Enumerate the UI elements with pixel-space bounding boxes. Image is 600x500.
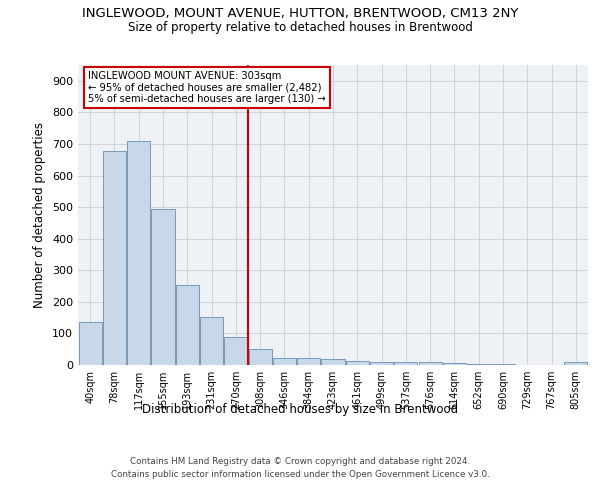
Bar xyxy=(200,316,223,365)
Text: Contains HM Land Registry data © Crown copyright and database right 2024.
Contai: Contains HM Land Registry data © Crown c… xyxy=(110,458,490,479)
Bar xyxy=(224,337,247,365)
Bar xyxy=(248,349,272,365)
Text: INGLEWOOD MOUNT AVENUE: 303sqm
← 95% of detached houses are smaller (2,482)
5% o: INGLEWOOD MOUNT AVENUE: 303sqm ← 95% of … xyxy=(88,71,326,104)
Bar xyxy=(565,362,587,365)
Bar xyxy=(273,358,296,365)
Bar xyxy=(419,362,442,365)
Bar xyxy=(103,151,126,365)
Text: Distribution of detached houses by size in Brentwood: Distribution of detached houses by size … xyxy=(142,402,458,415)
Bar xyxy=(176,285,199,365)
Bar xyxy=(151,210,175,365)
Bar xyxy=(297,358,320,365)
Bar xyxy=(491,364,515,365)
Bar xyxy=(443,364,466,365)
Text: Size of property relative to detached houses in Brentwood: Size of property relative to detached ho… xyxy=(128,21,472,34)
Bar xyxy=(127,141,150,365)
Bar xyxy=(322,360,344,365)
Text: INGLEWOOD, MOUNT AVENUE, HUTTON, BRENTWOOD, CM13 2NY: INGLEWOOD, MOUNT AVENUE, HUTTON, BRENTWO… xyxy=(82,8,518,20)
Bar xyxy=(346,361,369,365)
Bar xyxy=(467,364,490,365)
Bar xyxy=(79,322,101,365)
Bar xyxy=(370,362,393,365)
Y-axis label: Number of detached properties: Number of detached properties xyxy=(34,122,46,308)
Bar xyxy=(394,362,418,365)
